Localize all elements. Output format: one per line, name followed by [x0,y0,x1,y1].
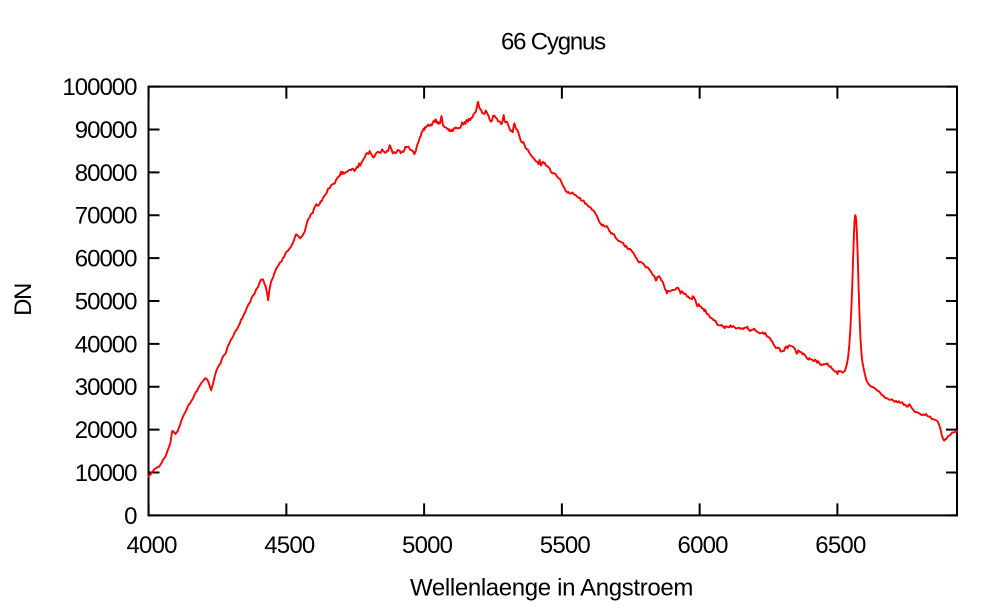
svg-text:6500: 6500 [815,532,866,559]
svg-text:6000: 6000 [678,532,729,559]
svg-text:80000: 80000 [75,160,137,187]
svg-text:5000: 5000 [402,532,453,559]
svg-text:0: 0 [124,503,137,530]
svg-text:5500: 5500 [540,532,591,559]
svg-text:4500: 4500 [264,532,315,559]
svg-text:20000: 20000 [75,417,137,444]
svg-text:100000: 100000 [62,74,137,101]
svg-text:70000: 70000 [75,203,137,230]
svg-text:66 Cygnus: 66 Cygnus [501,29,606,56]
svg-text:90000: 90000 [75,117,137,144]
svg-text:4000: 4000 [126,532,177,559]
svg-text:60000: 60000 [75,246,137,273]
svg-text:30000: 30000 [75,374,137,401]
svg-text:10000: 10000 [75,460,137,487]
svg-text:DN: DN [10,284,37,316]
svg-text:40000: 40000 [75,331,137,358]
svg-text:Wellenlaenge in Angstroem: Wellenlaenge in Angstroem [410,575,693,602]
svg-text:50000: 50000 [75,288,137,315]
